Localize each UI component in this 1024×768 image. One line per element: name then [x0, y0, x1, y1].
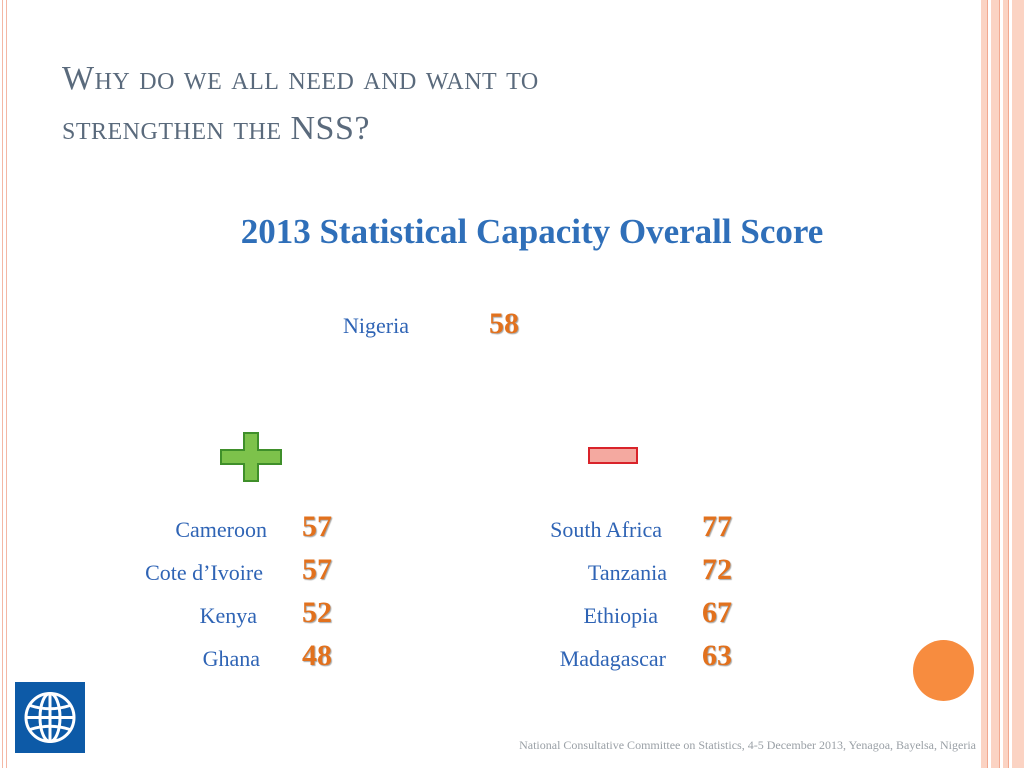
list-item-score: 52 — [302, 596, 332, 629]
right-stripe — [981, 0, 987, 768]
right-stripe — [1012, 0, 1024, 768]
list-item-score: 67 — [702, 596, 732, 629]
right-stripe-line — [987, 0, 988, 768]
list-item-score: 72 — [702, 553, 732, 586]
right-stripe-line — [999, 0, 1000, 768]
list-item-score: 57 — [302, 553, 332, 586]
left-border-line — [6, 0, 7, 768]
footer-text: National Consultative Committee on Stati… — [519, 738, 976, 752]
slide-title: Why do we all need and want to strengthe… — [62, 54, 822, 154]
list-item-country: Cameroon — [175, 517, 267, 542]
list-item-country: Madagascar — [559, 646, 666, 671]
right-stripe — [1003, 0, 1008, 768]
world-bank-globe-icon — [15, 682, 85, 753]
slide-title-line: strengthen the NSS? — [62, 110, 370, 147]
chart-subtitle: 2013 Statistical Capacity Overall Score — [240, 212, 824, 251]
left-border-line — [2, 0, 3, 768]
nigeria-label: Nigeria — [343, 313, 409, 338]
list-item-country: Cote d’Ivoire — [145, 560, 263, 585]
right-stripe-line — [1008, 0, 1009, 768]
list-item-country: Kenya — [199, 603, 257, 628]
list-item-score: 57 — [302, 510, 332, 543]
list-item-country: South Africa — [550, 517, 662, 542]
list-item-score: 77 — [702, 510, 732, 543]
list-item-score: 63 — [702, 639, 732, 672]
list-item-score: 48 — [302, 639, 332, 672]
plus-icon — [220, 432, 282, 482]
list-item-country: Tanzania — [587, 560, 667, 585]
nigeria-score: 58 — [489, 307, 519, 340]
slide-title-line: Why do we all need and want to — [62, 60, 539, 97]
right-stripe — [991, 0, 999, 768]
list-item-country: Ghana — [202, 646, 260, 671]
minus-icon — [588, 447, 638, 464]
list-item-country: Ethiopia — [583, 603, 658, 628]
accent-circle — [913, 640, 974, 701]
